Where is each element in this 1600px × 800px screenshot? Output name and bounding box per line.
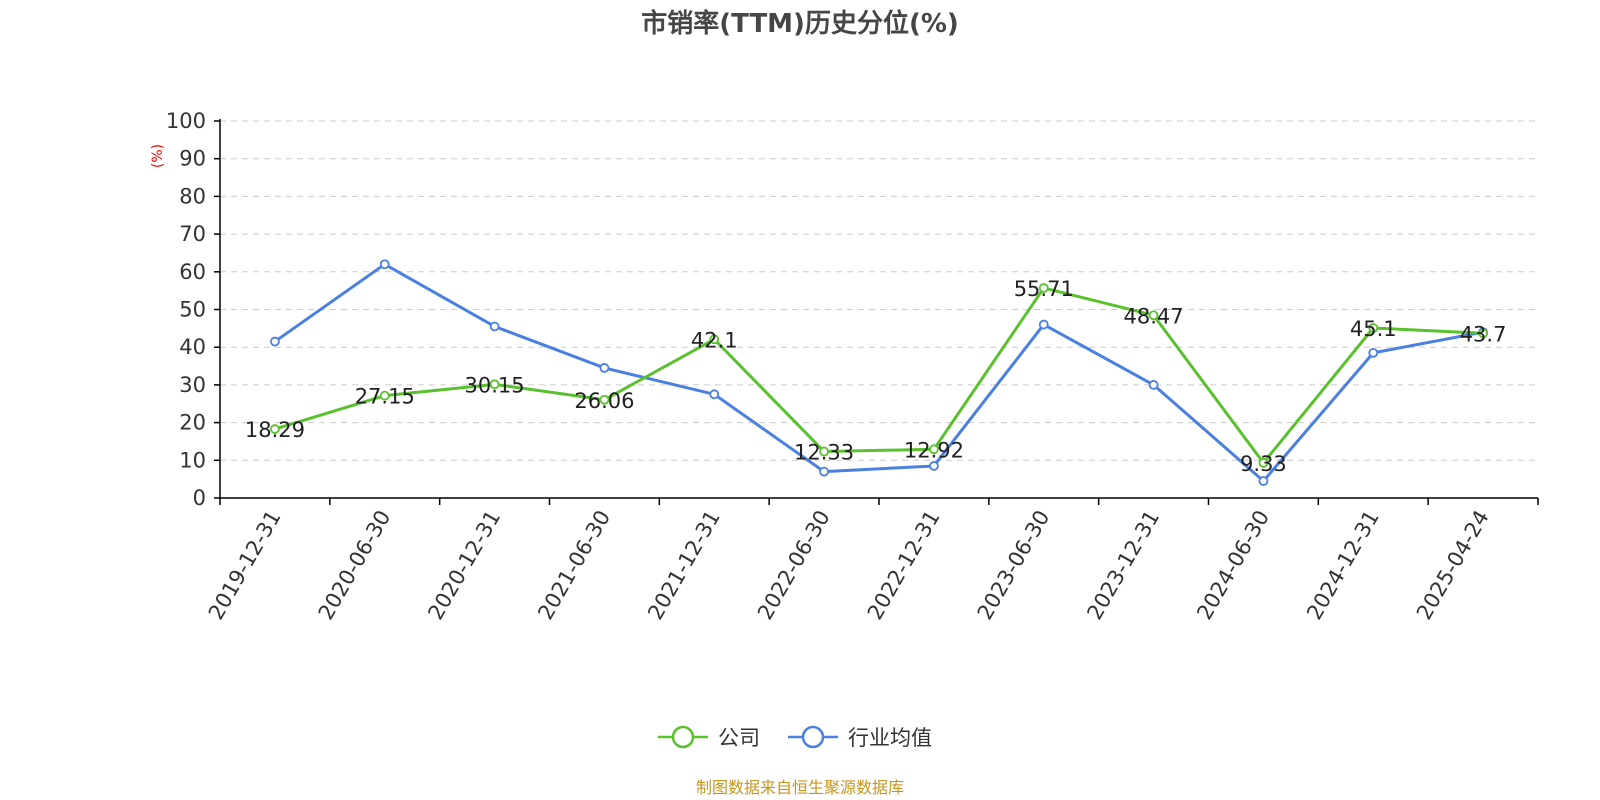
data-point[interactable] — [1368, 323, 1379, 333]
y-tick-label: 100 — [166, 109, 206, 133]
legend-circle-icon — [801, 725, 825, 749]
y-tick-label: 30 — [179, 373, 206, 397]
y-tick-label: 90 — [179, 147, 206, 171]
data-label: 48.47 — [1124, 304, 1184, 328]
data-label: 12.92 — [904, 438, 964, 462]
y-tick-label: 10 — [179, 448, 206, 472]
data-label: 30.15 — [465, 373, 525, 397]
series-lines — [270, 259, 1488, 486]
data-point[interactable] — [1038, 319, 1049, 330]
legend-label: 行业均值 — [848, 726, 932, 750]
axes: 0 10 20 30 40 50 60 70 80 90 100 2019-12-31 2020-06-… — [166, 109, 1539, 624]
x-tick-label: 2024-06-30 — [1192, 506, 1274, 624]
data-point[interactable] — [929, 444, 939, 455]
data-labels: 18.29 27.15 30.15 26.06 42.1 12.33 12.92 55.71 4… — [245, 277, 1507, 476]
y-tick-label: 40 — [179, 335, 206, 359]
data-point[interactable] — [379, 390, 390, 401]
source-note: 制图数据来自恒生聚源数据库 — [696, 778, 904, 797]
y-tick-label: 20 — [179, 411, 206, 435]
data-point[interactable] — [1368, 347, 1379, 358]
data-point[interactable] — [270, 424, 280, 434]
legend-item-0[interactable]: 公司 — [658, 725, 760, 750]
y-tick-label: 80 — [179, 184, 206, 208]
x-tick-label: 2022-06-30 — [753, 506, 835, 624]
legend[interactable]: 公司 行业均值 — [658, 725, 932, 750]
x-tick-label: 2020-06-30 — [314, 506, 396, 624]
legend-circle-icon — [671, 725, 695, 749]
data-label: 9.33 — [1240, 452, 1287, 476]
data-point[interactable] — [1258, 457, 1269, 468]
data-point[interactable] — [709, 389, 720, 400]
x-tick-label: 2024-12-31 — [1302, 506, 1384, 624]
series-line-0 — [274, 286, 1484, 465]
data-label: 27.15 — [355, 385, 415, 409]
data-label: 18.29 — [245, 418, 305, 442]
data-point[interactable] — [599, 363, 610, 373]
x-tick-label: 2023-12-31 — [1082, 506, 1164, 624]
legend-item-1[interactable]: 行业均值 — [788, 725, 932, 750]
y-tick-label: 70 — [179, 222, 206, 246]
data-point[interactable] — [819, 466, 829, 477]
data-label: 45.1 — [1350, 317, 1397, 341]
y-tick-label: 50 — [179, 298, 206, 322]
grid-lines — [220, 120, 1538, 461]
data-point[interactable] — [1038, 283, 1049, 293]
y-tick-label: 0 — [193, 486, 206, 510]
data-point[interactable] — [709, 334, 720, 345]
data-point[interactable] — [599, 394, 610, 405]
x-tick-label: 2021-06-30 — [533, 506, 615, 624]
x-tick-label: 2020-12-31 — [423, 506, 505, 624]
data-point[interactable] — [489, 321, 500, 332]
chart-title: 市销率(TTM)历史分位(%) — [641, 8, 959, 39]
data-point[interactable] — [489, 379, 500, 390]
data-point[interactable] — [1148, 310, 1159, 321]
data-point[interactable] — [270, 336, 280, 347]
y-axis-label: (%) — [150, 144, 166, 168]
data-label: 26.06 — [574, 389, 634, 413]
y-tick-label: 60 — [179, 260, 206, 284]
data-point[interactable] — [819, 446, 829, 457]
data-point[interactable] — [929, 461, 939, 471]
x-tick-label: 2019-12-31 — [204, 506, 286, 624]
data-label: 55.71 — [1014, 277, 1074, 301]
data-point[interactable] — [1148, 379, 1159, 390]
data-point[interactable] — [379, 259, 390, 270]
series-line-1 — [274, 262, 1484, 483]
data-label: 43.7 — [1460, 322, 1507, 346]
data-label: 12.33 — [794, 441, 854, 465]
data-label: 42.1 — [691, 328, 738, 352]
x-tick-label: 2023-06-30 — [973, 506, 1055, 624]
legend-label: 公司 — [718, 726, 760, 750]
x-tick-label: 2021-12-31 — [643, 506, 725, 624]
x-tick-label: 2022-12-31 — [863, 506, 945, 624]
x-tick-label: 2025-04-24 — [1412, 506, 1494, 624]
data-point[interactable] — [1478, 328, 1488, 339]
data-point[interactable] — [1258, 476, 1269, 486]
